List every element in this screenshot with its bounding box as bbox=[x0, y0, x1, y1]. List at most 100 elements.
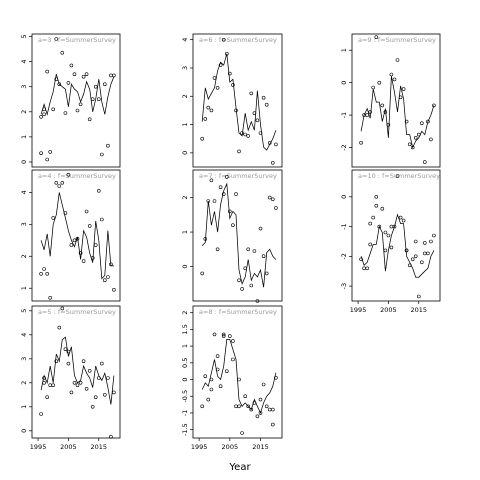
observed-point bbox=[270, 197, 275, 202]
observed-point bbox=[203, 237, 208, 241]
observed-point bbox=[215, 367, 220, 372]
fitted-line bbox=[201, 339, 277, 414]
observed-point bbox=[240, 431, 244, 435]
observed-point bbox=[100, 152, 104, 157]
observed-point bbox=[218, 185, 223, 189]
observed-point bbox=[209, 108, 214, 113]
observed-point bbox=[69, 243, 74, 247]
observed-point bbox=[106, 376, 110, 380]
panel-frame bbox=[192, 33, 283, 168]
observed-point bbox=[106, 275, 110, 279]
y-tick-label: 2 bbox=[181, 94, 189, 98]
observed-point bbox=[270, 407, 275, 412]
observed-point bbox=[209, 377, 214, 382]
observed-point bbox=[39, 115, 43, 119]
observed-point bbox=[93, 243, 98, 247]
observed-point bbox=[97, 97, 101, 101]
observed-point bbox=[422, 251, 427, 256]
observed-point bbox=[63, 347, 68, 352]
observed-point bbox=[401, 218, 406, 223]
observed-point bbox=[398, 95, 403, 100]
observed-point bbox=[252, 401, 257, 405]
y-tick-label: 2 bbox=[181, 311, 189, 315]
observed-point bbox=[215, 247, 220, 252]
observed-point bbox=[78, 380, 83, 385]
observed-point bbox=[389, 245, 394, 250]
observed-point bbox=[218, 63, 223, 67]
observed-point bbox=[432, 233, 436, 238]
observed-point bbox=[422, 160, 427, 164]
x-tick-label: 2015 bbox=[90, 443, 107, 451]
observed-point bbox=[231, 357, 235, 362]
observed-point bbox=[261, 382, 266, 387]
observed-point bbox=[246, 247, 250, 252]
x-tick-label: 2015 bbox=[252, 443, 269, 451]
observed-point bbox=[93, 395, 98, 400]
observed-point bbox=[60, 181, 65, 185]
observed-point bbox=[109, 434, 113, 439]
y-tick-label: 0.5 bbox=[181, 358, 189, 368]
observed-point bbox=[209, 387, 214, 392]
observed-point bbox=[66, 81, 71, 85]
observed-point bbox=[389, 72, 394, 77]
observed-point bbox=[87, 368, 92, 373]
x-tick-label: 2015 bbox=[410, 306, 427, 314]
y-tick-label: -1.5 bbox=[181, 423, 189, 436]
observed-point bbox=[395, 174, 400, 178]
observed-point bbox=[377, 80, 382, 85]
observed-point bbox=[404, 119, 409, 124]
observed-point bbox=[368, 242, 373, 247]
y-tick-label: 1 bbox=[20, 405, 28, 409]
observed-point bbox=[274, 206, 278, 210]
observed-point bbox=[39, 412, 43, 416]
observed-point bbox=[84, 72, 89, 76]
panel-title: a=7 : f=SummerSurvey bbox=[199, 172, 277, 180]
observed-point bbox=[261, 254, 266, 259]
observed-point bbox=[212, 199, 217, 203]
observed-point bbox=[54, 37, 59, 41]
observed-point bbox=[240, 287, 244, 291]
panel-title: a=5 : f=SummerSurvey bbox=[38, 308, 116, 316]
observed-point bbox=[231, 339, 235, 343]
observed-point bbox=[274, 142, 278, 147]
observed-point bbox=[72, 238, 77, 243]
observed-point bbox=[72, 380, 77, 385]
observed-point bbox=[374, 35, 379, 40]
panel-frame bbox=[31, 33, 121, 168]
observed-point bbox=[426, 251, 430, 256]
observed-point bbox=[374, 203, 379, 208]
observed-point bbox=[243, 266, 247, 271]
observed-point bbox=[69, 63, 74, 68]
observed-point bbox=[255, 414, 260, 419]
y-tick-label: -2 bbox=[340, 253, 348, 259]
observed-point bbox=[81, 259, 86, 263]
observed-point bbox=[252, 249, 257, 253]
observed-point bbox=[112, 287, 116, 292]
y-tick-label: 1 bbox=[181, 122, 189, 126]
observed-point bbox=[221, 334, 226, 338]
y-tick-label: -2 bbox=[340, 144, 348, 150]
y-tick-label: -1 bbox=[181, 410, 189, 416]
observed-point bbox=[66, 361, 71, 366]
observed-point bbox=[234, 192, 238, 196]
observed-point bbox=[206, 397, 211, 402]
panel-title: a=4 : f=SummerSurvey bbox=[38, 172, 116, 180]
observed-point bbox=[90, 404, 95, 409]
observed-point bbox=[84, 209, 89, 214]
x-tick-label: 1995 bbox=[191, 443, 208, 451]
panel-frame bbox=[192, 305, 283, 439]
observed-point bbox=[252, 111, 257, 115]
observed-point bbox=[42, 112, 46, 117]
observed-point bbox=[398, 215, 403, 220]
observed-point bbox=[371, 215, 376, 220]
y-tick-label: 4 bbox=[20, 333, 28, 337]
panel-title: a=8 : f=SummerSurvey bbox=[199, 308, 277, 316]
y-tick-label: 4 bbox=[181, 38, 189, 42]
observed-point bbox=[54, 181, 59, 185]
observed-point bbox=[100, 217, 104, 222]
observed-point bbox=[419, 260, 424, 265]
observed-point bbox=[221, 192, 226, 196]
y-tick-label: 0 bbox=[340, 81, 348, 85]
observed-point bbox=[84, 386, 89, 391]
panel-frame bbox=[351, 169, 441, 302]
